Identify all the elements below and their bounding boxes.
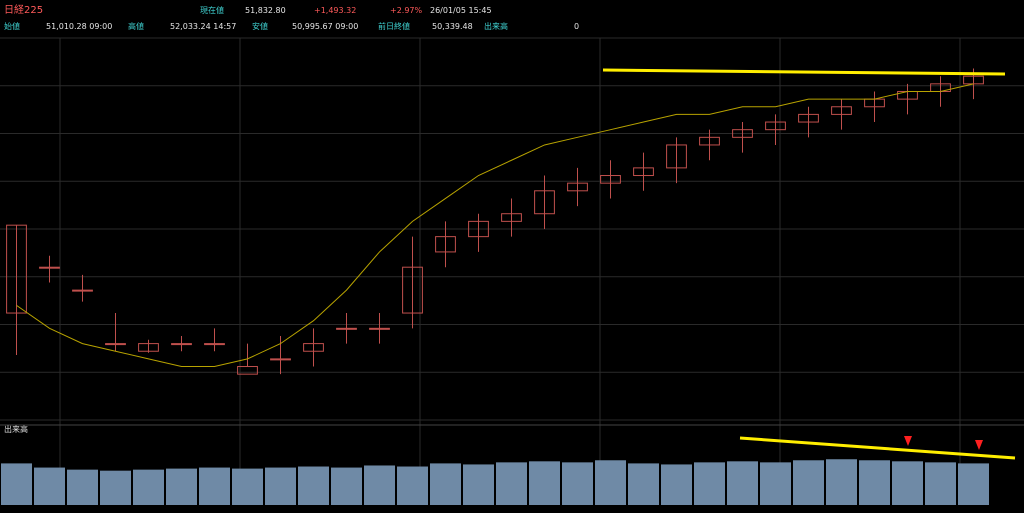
volume-value: 0 [574,22,580,31]
candle-body [6,224,27,314]
candle-body [270,358,291,361]
volume-bar [463,464,494,505]
candle-body [765,121,786,131]
change-pct: +2.97% [390,6,423,15]
candle-body [501,213,522,222]
current-value: 51,832.80 [245,6,286,15]
volume-bar [562,462,593,505]
volume-bar [331,467,362,505]
candle-body [39,266,60,269]
volume-bar [199,467,230,505]
volume-bar [430,463,461,505]
volume-bar [892,461,923,505]
candle-body [336,327,357,330]
volume-bar [34,467,65,505]
volume-bar [232,468,263,505]
resistance-arrow [602,68,1006,76]
quote-header: 日経225 現在値 51,832.80 +1,493.32 +2.97% 26/… [0,0,1024,36]
volume-bars [1,459,989,505]
volume-bar [826,459,857,505]
change-value: +1,493.32 [314,6,357,15]
candle-body [402,266,423,314]
candle-body [369,327,390,330]
open-value: 51,010.28 09:00 [46,22,113,31]
candle-body [435,236,456,253]
symbol-name: 日経225 [4,5,44,16]
volume-trend-arrow [739,436,1016,460]
volume-bar [760,462,791,505]
candle-body [633,167,654,177]
volume-bar [727,461,758,505]
candle-body [303,343,324,352]
down-marker-icon [904,436,912,446]
volume-bar [958,463,989,505]
volume-bar [67,469,98,505]
volume-bar [595,460,626,505]
candle-body [732,129,753,138]
current-label: 現在値 [200,6,224,15]
chart-grid [0,37,1024,505]
volume-bar [1,463,32,505]
candle-body [72,289,93,292]
candle-body [699,136,720,146]
candle-body [600,175,621,184]
volume-bar [793,460,824,505]
volume-bar [628,463,659,505]
down-marker-icon [975,440,983,450]
candle-body [204,343,225,346]
volume-panel-label: 出来高 [4,424,28,434]
prev-close-value: 50,339.48 [432,22,473,31]
volume-bar [529,461,560,505]
candle-body [666,144,687,169]
high-label: 高値 [128,22,144,31]
candle-body [534,190,555,215]
candle-body [171,343,192,346]
candle-body [138,343,159,352]
datetime: 26/01/05 15:45 [430,6,492,15]
candle-body [567,182,588,192]
volume-bar [364,465,395,505]
high-value: 52,033.24 14:57 [170,22,237,31]
volume-bar [925,462,956,505]
volume-bar [397,466,428,505]
candle-body [237,366,258,375]
candle-body [798,113,819,123]
volume-label: 出来高 [484,22,508,31]
low-label: 安値 [252,22,268,31]
volume-bar [100,470,131,505]
volume-bar [133,469,164,505]
volume-bar [166,468,197,505]
candlestick-series [6,68,984,375]
volume-bar [298,466,329,505]
candle-body [105,343,126,346]
moving-average-line [16,83,974,368]
open-label: 始値 [4,22,20,31]
candle-body [468,220,489,238]
volume-bar [859,460,890,505]
volume-bar [496,462,527,505]
candle-body [831,106,852,115]
volume-bar [265,467,296,505]
prev-close-label: 前日終値 [378,22,410,31]
volume-bar [694,462,725,505]
low-value: 50,995.67 09:00 [292,22,359,31]
volume-bar [661,464,692,505]
